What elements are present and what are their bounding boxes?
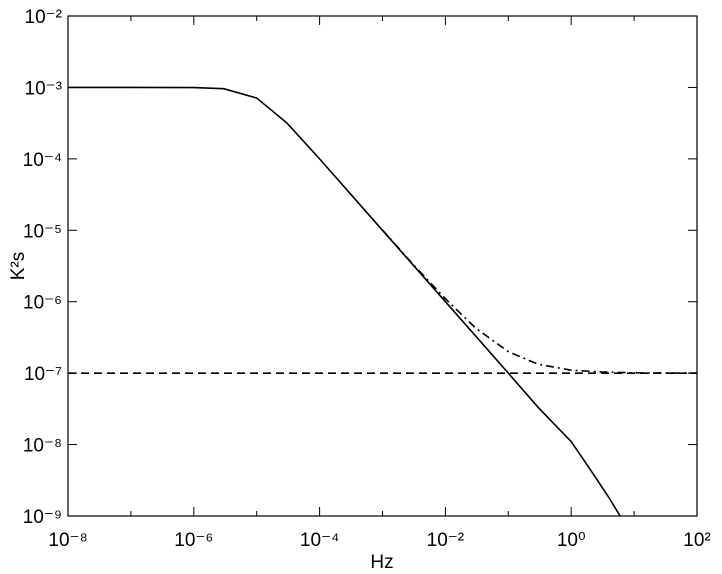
x-tick-label: 10⁻⁸ — [48, 530, 87, 551]
y-tick-label: 10⁻⁹ — [23, 507, 62, 528]
x-tick-label: 10⁻⁴ — [300, 530, 339, 551]
series-line — [68, 86, 621, 517]
x-tick-label: 10² — [683, 530, 710, 551]
plot-frame — [67, 15, 698, 517]
y-tick-label: 10⁻⁴ — [23, 150, 62, 171]
y-tick-label: 10⁻² — [25, 7, 63, 28]
x-tick-label: 10⁻² — [427, 530, 465, 551]
y-tick-label: 10⁻⁸ — [23, 436, 62, 457]
y-axis-label: K²s — [8, 252, 29, 281]
y-tick-label: 10⁻³ — [25, 78, 63, 99]
series-line — [381, 229, 698, 374]
y-tick-label: 10⁻⁵ — [23, 221, 62, 242]
x-tick-label: 10⁰ — [557, 530, 586, 551]
x-tick-label: 10⁻⁶ — [174, 530, 213, 551]
y-tick-label: 10⁻⁷ — [24, 364, 62, 385]
x-axis-label: Hz — [370, 552, 393, 573]
y-tick-label: 10⁻⁶ — [23, 293, 62, 314]
